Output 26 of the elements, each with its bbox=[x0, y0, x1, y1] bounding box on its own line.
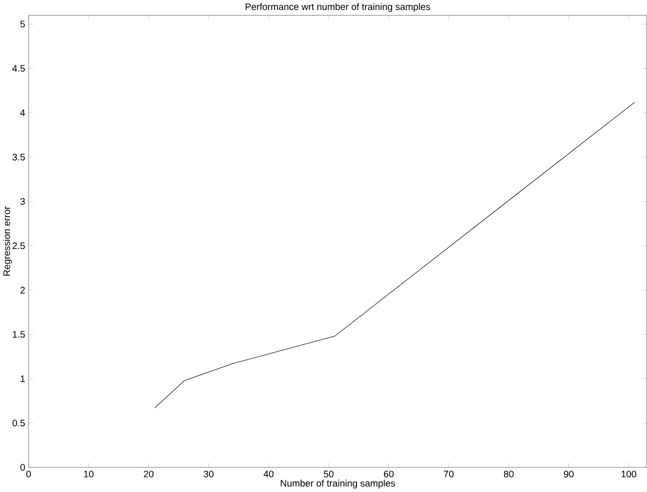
x-tick-label: 0 bbox=[26, 470, 31, 478]
y-tick-label: 0.5 bbox=[12, 420, 25, 427]
x-tick-label: 90 bbox=[564, 470, 574, 478]
x-tick-label: 10 bbox=[84, 470, 94, 478]
y-tick-label: 3 bbox=[20, 198, 25, 205]
line-series bbox=[154, 102, 636, 408]
y-tick-label: 5 bbox=[20, 21, 25, 28]
y-tick-label: 3.5 bbox=[12, 154, 25, 161]
x-tick-label: 20 bbox=[144, 470, 154, 478]
chart-title: Performance wrt number of training samples bbox=[246, 3, 430, 12]
y-tick-label: 4.5 bbox=[12, 65, 25, 72]
x-tick-label: 70 bbox=[444, 470, 454, 478]
y-axis-title: Regression error bbox=[3, 206, 12, 276]
x-tick-label: 30 bbox=[204, 470, 214, 478]
y-tick-label: 4 bbox=[20, 110, 25, 116]
x-axis-title: Number of training samples bbox=[280, 480, 395, 489]
x-tick-label: 40 bbox=[264, 470, 274, 478]
y-tick-label: 2 bbox=[20, 286, 25, 294]
x-tick-label: 60 bbox=[384, 470, 394, 478]
x-tick-label: 50 bbox=[324, 470, 334, 478]
x-tick-label: 100 bbox=[622, 470, 636, 478]
x-tick-label: 80 bbox=[504, 470, 514, 478]
y-tick-label: 1.5 bbox=[12, 331, 25, 338]
y-tick-label: 1 bbox=[20, 376, 25, 382]
y-tick-label: 0 bbox=[20, 464, 25, 471]
y-tick-label: 2.5 bbox=[12, 242, 25, 250]
